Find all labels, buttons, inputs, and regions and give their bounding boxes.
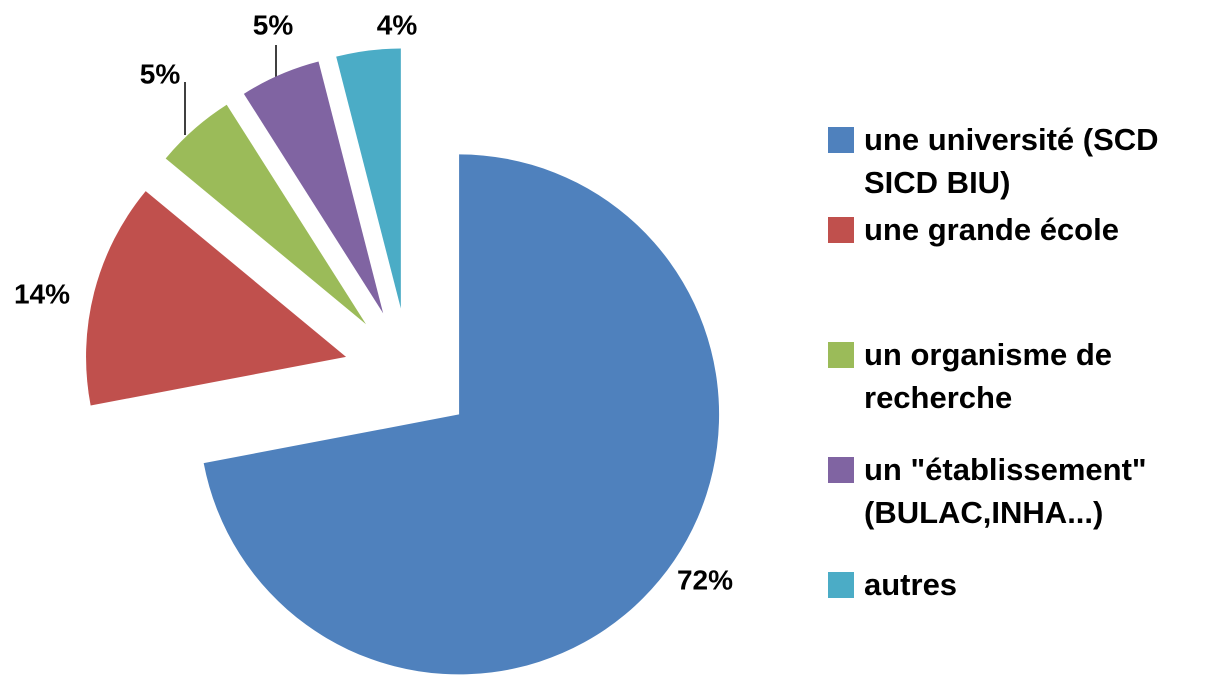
legend-label: une grande école [864, 212, 1119, 247]
legend-item: un "établissement" (BULAC,INHA...) [828, 448, 1198, 534]
legend-item: une grande école [828, 208, 1198, 251]
data-label: 5% [140, 58, 181, 89]
legend-item: autres [828, 563, 1198, 606]
data-label: 4% [377, 9, 418, 40]
legend-label: un "établissement" (BULAC,INHA...) [864, 452, 1147, 530]
pie-slice [165, 104, 367, 325]
legend-swatch [828, 572, 854, 598]
legend-item: une université (SCD SICD BIU) [828, 118, 1198, 204]
legend-label: une université (SCD SICD BIU) [864, 122, 1159, 200]
data-label: 72% [677, 564, 733, 595]
legend-swatch [828, 457, 854, 483]
legend-item: un organisme de recherche [828, 333, 1198, 419]
legend-swatch [828, 217, 854, 243]
pie-slice [86, 191, 347, 406]
data-label: 14% [14, 278, 70, 309]
legend-label: autres [864, 567, 958, 602]
legend-swatch [828, 342, 854, 368]
pie-slice [336, 48, 401, 309]
data-label: 5% [253, 9, 294, 40]
pie-slice [243, 61, 384, 314]
pie-slice [203, 154, 720, 675]
legend-label: un organisme de recherche [864, 337, 1113, 415]
legend-swatch [828, 127, 854, 153]
